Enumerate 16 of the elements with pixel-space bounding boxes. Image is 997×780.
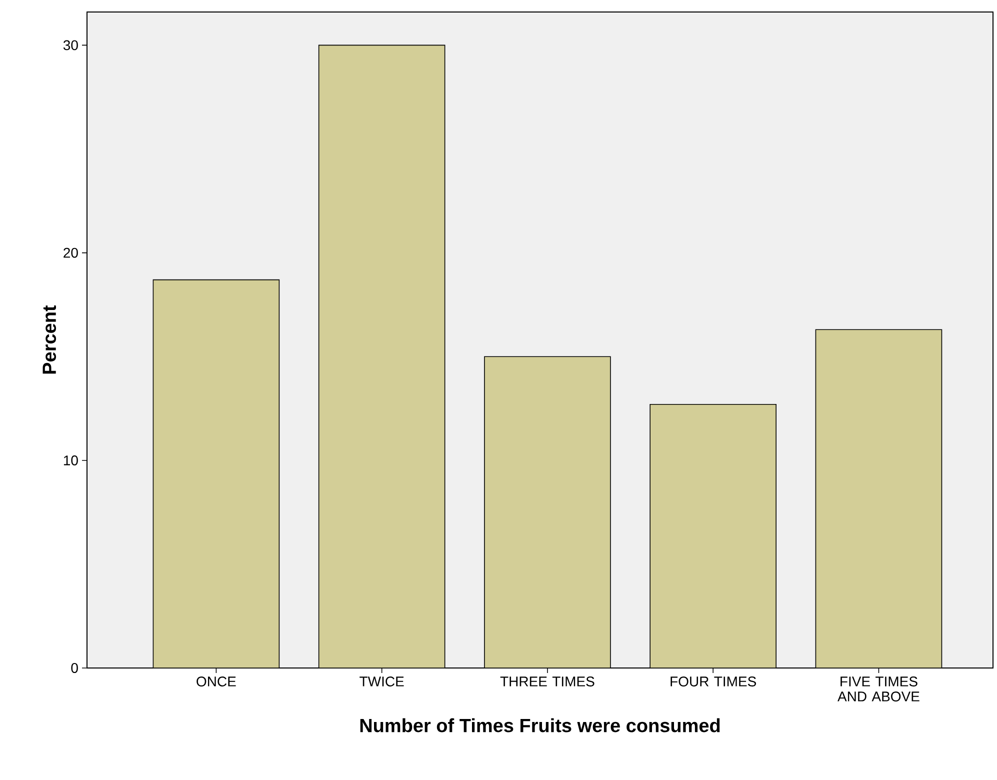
- x-tick-label: FIVE TIMES AND ABOVE: [838, 676, 920, 702]
- x-tick-label: FOUR TIMES: [670, 676, 756, 686]
- y-tick-label: 10: [64, 455, 78, 466]
- bar: [318, 45, 445, 668]
- y-tick-label: 0: [71, 663, 78, 673]
- y-axis-title: Percent: [42, 305, 56, 374]
- bar: [152, 279, 280, 668]
- y-tick-label: 30: [63, 40, 78, 50]
- bar: [815, 329, 942, 668]
- bar: [650, 404, 776, 668]
- bar: [484, 356, 611, 668]
- x-tick-label: TWICE: [360, 676, 404, 686]
- x-tick-label: THREE TIMES: [500, 676, 594, 686]
- x-axis-title: Number of Times Fruits were consumed: [360, 718, 720, 732]
- y-tick-label: 20: [64, 248, 78, 258]
- x-tick-label: ONCE: [196, 676, 236, 686]
